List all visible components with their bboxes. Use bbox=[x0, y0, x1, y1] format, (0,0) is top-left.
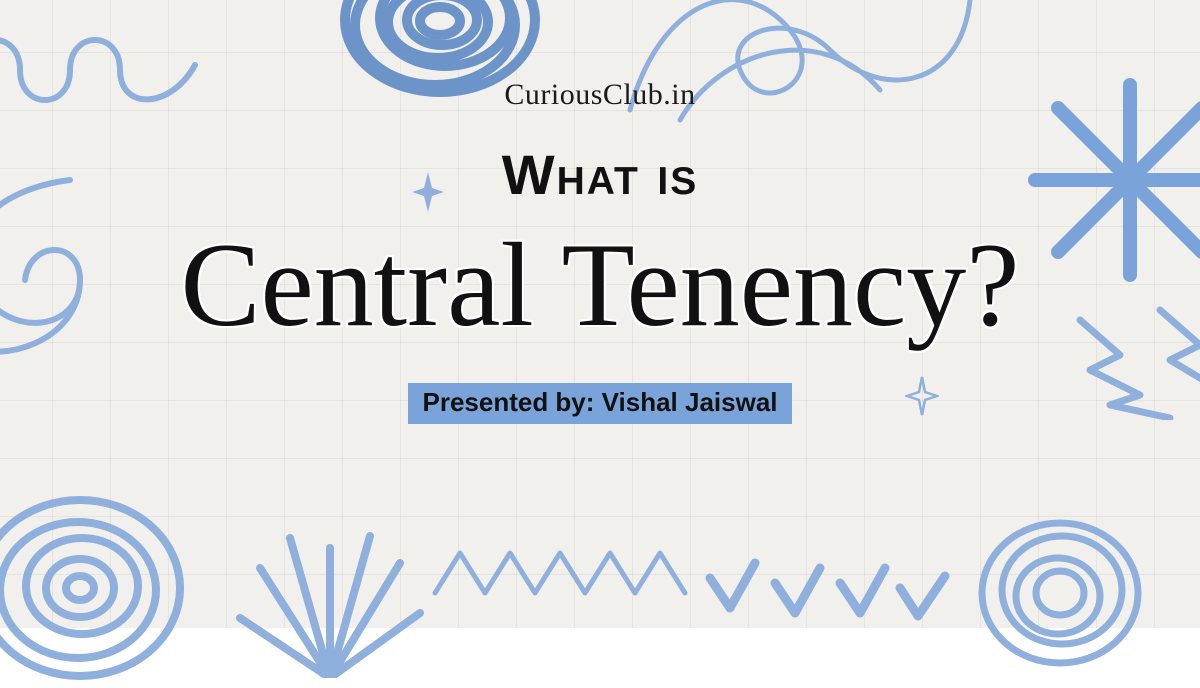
heading-line1: What is bbox=[502, 142, 699, 207]
site-name: CuriousClub.in bbox=[504, 78, 695, 112]
presenter-text: Presented by: Vishal Jaiswal bbox=[422, 387, 777, 418]
slide-canvas: CuriousClub.in What is Central Tenency? … bbox=[0, 0, 1200, 628]
presenter-highlight: Presented by: Vishal Jaiswal bbox=[408, 383, 791, 424]
content-block: CuriousClub.in What is Central Tenency? … bbox=[0, 0, 1200, 628]
main-title: Central Tenency? bbox=[180, 225, 1019, 345]
